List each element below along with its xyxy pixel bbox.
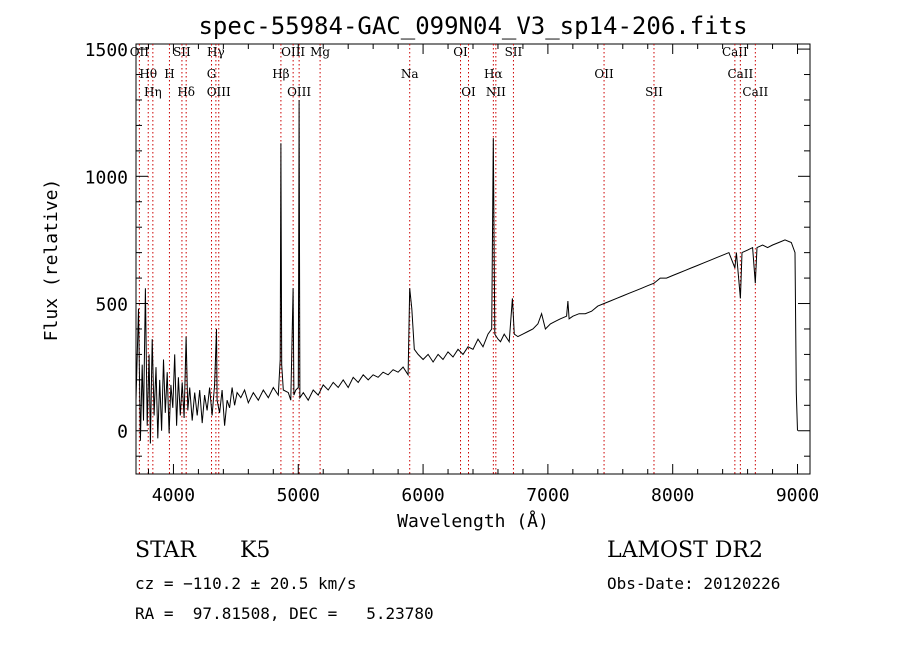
line-label: OI [453, 45, 468, 59]
line-label: SII [173, 45, 191, 59]
object-subclass: K5 [240, 538, 271, 563]
line-label: OI [461, 85, 476, 99]
y-axis-label: Flux (relative) [41, 179, 62, 342]
y-tick-label: 1500 [85, 40, 128, 61]
x-tick-label: 5000 [277, 485, 320, 506]
y-tick-label: 500 [95, 295, 128, 316]
line-label: Na [401, 67, 419, 81]
object-class: STAR [135, 538, 196, 563]
line-label: CaII [727, 67, 753, 81]
chart-title: spec-55984-GAC_099N04_V3_sp14-206.fits [198, 12, 747, 40]
coordinates: RA = 97.81508, DEC = 5.23780 [135, 604, 434, 623]
line-label: Hβ [272, 67, 289, 81]
survey-name: LAMOST DR2 [607, 538, 763, 563]
line-label: Mg [310, 45, 330, 59]
line-label: Hα [484, 67, 503, 81]
obs-date: Obs-Date: 20120226 [607, 574, 781, 593]
x-tick-label: 9000 [776, 485, 819, 506]
line-label: OIII [207, 85, 231, 99]
line-label: CaII [742, 85, 768, 99]
line-label: G [207, 67, 217, 81]
line-label: Hθ [139, 67, 157, 81]
line-label: Hγ [207, 45, 225, 59]
y-tick-label: 1000 [85, 167, 128, 188]
x-tick-label: 8000 [651, 485, 694, 506]
line-label: CaII [722, 45, 748, 59]
x-tick-label: 6000 [401, 485, 444, 506]
axes: 4000 5000 6000 7000 8000 9000 0 500 1000 1500 [85, 40, 820, 506]
line-label: OIII [287, 85, 311, 99]
line-label: Hη [144, 85, 162, 99]
line-label: OII [594, 67, 614, 81]
x-tick-label: 4000 [152, 485, 195, 506]
line-label: SII [645, 85, 663, 99]
line-label: SII [505, 45, 523, 59]
line-label: OII [130, 45, 150, 59]
plot-frame [135, 43, 811, 475]
y-tick-label: 0 [117, 422, 128, 443]
spectrum-line [135, 99, 798, 444]
line-label: OIII [281, 45, 305, 59]
x-tick-label: 7000 [526, 485, 569, 506]
redshift-text: cz = −110.2 ± 20.5 km/s [135, 574, 357, 593]
line-label: NII [486, 85, 506, 99]
line-label: Hδ [177, 85, 195, 99]
x-axis-label: Wavelength (Å) [397, 510, 549, 532]
line-label: H [164, 67, 174, 81]
line-markers: OII Hθ Hη SII HHδ Hγ G OIII OIII Hβ OIII Mg Na OI OI Hα… [130, 44, 768, 474]
